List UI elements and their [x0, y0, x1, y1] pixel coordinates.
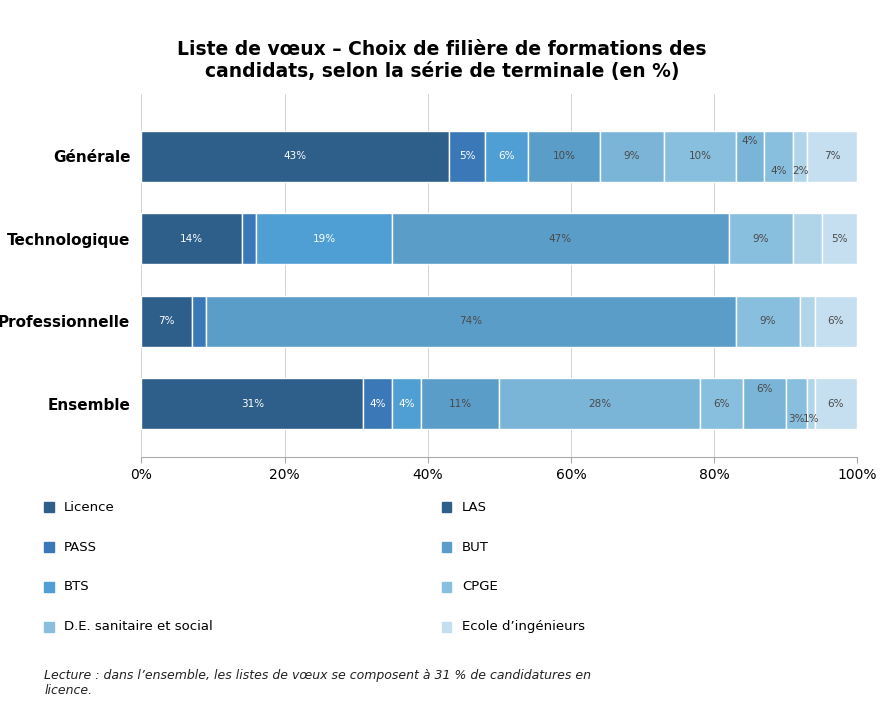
Bar	[206, 295, 735, 347]
Bar	[728, 213, 793, 264]
Text: 4%: 4%	[742, 136, 758, 147]
Text: 6%: 6%	[827, 317, 844, 326]
Text: PASS: PASS	[65, 541, 97, 553]
Bar	[814, 378, 857, 429]
Bar	[765, 131, 793, 182]
Bar	[807, 131, 857, 182]
Bar	[392, 213, 728, 264]
Text: 9%: 9%	[759, 317, 776, 326]
Text: BTS: BTS	[65, 581, 90, 593]
Text: 1%: 1%	[803, 414, 819, 423]
Text: Liste de vœux – Choix de filière de formations des
candidats, selon la série de : Liste de vœux – Choix de filière de form…	[178, 40, 706, 81]
Text: D.E. sanitaire et social: D.E. sanitaire et social	[65, 621, 213, 633]
Text: 10%: 10%	[689, 151, 712, 161]
Bar	[528, 131, 599, 182]
Bar	[392, 378, 421, 429]
Bar	[664, 131, 735, 182]
Bar	[700, 378, 743, 429]
Text: 43%: 43%	[284, 151, 307, 161]
Text: 31%: 31%	[240, 399, 264, 409]
Bar	[735, 131, 765, 182]
Bar	[793, 213, 822, 264]
Bar	[599, 131, 664, 182]
Text: 7%: 7%	[158, 317, 175, 326]
Text: 6%: 6%	[756, 384, 773, 394]
Bar	[822, 213, 857, 264]
Text: 4%: 4%	[398, 399, 415, 409]
Text: 47%: 47%	[549, 234, 572, 244]
Text: 6%: 6%	[499, 151, 514, 161]
Bar	[499, 378, 700, 429]
Text: 3%: 3%	[789, 414, 804, 423]
Text: Lecture : dans l’ensemble, les listes de vœux se composent à 31 % de candidature: Lecture : dans l’ensemble, les listes de…	[44, 669, 591, 697]
Bar	[735, 295, 800, 347]
Bar	[793, 131, 807, 182]
Bar	[743, 378, 786, 429]
Text: 11%: 11%	[448, 399, 472, 409]
Text: 5%: 5%	[459, 151, 476, 161]
Text: 4%: 4%	[771, 166, 787, 176]
Bar	[807, 378, 814, 429]
Text: 7%: 7%	[824, 151, 841, 161]
Text: 9%: 9%	[752, 234, 769, 244]
Text: 74%: 74%	[460, 317, 483, 326]
Bar	[141, 131, 449, 182]
Text: 14%: 14%	[180, 234, 203, 244]
Text: BUT: BUT	[462, 541, 489, 553]
Bar	[192, 295, 206, 347]
Text: 6%: 6%	[713, 399, 729, 409]
Bar	[241, 213, 256, 264]
Bar	[485, 131, 528, 182]
Text: Ecole d’ingénieurs: Ecole d’ingénieurs	[462, 621, 585, 633]
Text: 9%: 9%	[624, 151, 640, 161]
Bar	[141, 213, 241, 264]
Text: LAS: LAS	[462, 501, 487, 513]
Text: 4%: 4%	[370, 399, 386, 409]
Bar	[141, 295, 192, 347]
Bar	[814, 295, 857, 347]
Bar	[421, 378, 499, 429]
Text: Licence: Licence	[65, 501, 115, 513]
Text: 2%: 2%	[792, 166, 809, 176]
Bar	[141, 378, 363, 429]
Bar	[363, 378, 392, 429]
Bar	[786, 378, 807, 429]
Text: 6%: 6%	[827, 399, 844, 409]
Text: 5%: 5%	[831, 234, 848, 244]
Text: CPGE: CPGE	[462, 581, 498, 593]
Bar	[800, 295, 814, 347]
Bar	[449, 131, 485, 182]
Text: 10%: 10%	[552, 151, 575, 161]
Text: 28%: 28%	[588, 399, 611, 409]
Text: 19%: 19%	[312, 234, 336, 244]
Bar	[256, 213, 392, 264]
